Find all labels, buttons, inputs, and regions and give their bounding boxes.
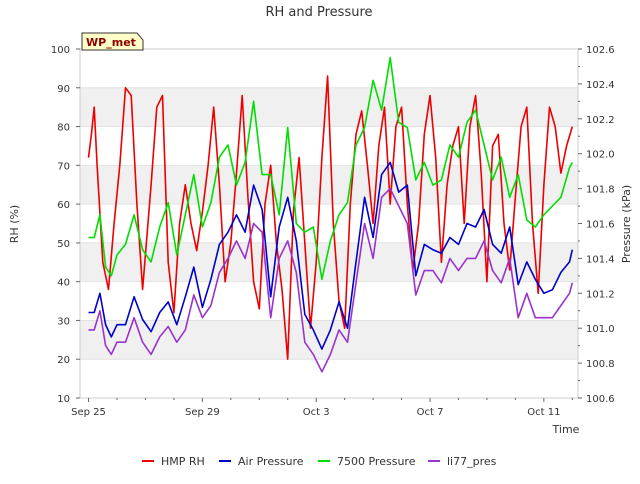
series-line-1 [87,75,574,361]
y-tick-label: 60 [57,200,70,211]
legend-item-1: HMP RH [142,455,205,468]
y-axis-right: 100.6 100.8 101.0 101.2 101.4 101.6 101.8 102.0… [578,45,615,405]
y-tick-label: 50 [57,239,70,250]
x-tick-label: Oct 11 [527,407,560,418]
y-right-tick-label: 101.8 [586,185,615,196]
y-right-tick-label: 101.2 [586,289,615,300]
y-tick-label: 90 [57,84,70,95]
series-line-2 [88,161,574,350]
y-right-tick-label: 100.6 [586,394,615,405]
legend-item-2: Air Pressure [219,455,304,468]
y-right-tick-label: 102.0 [586,150,615,161]
legend-item-3: 7500 Pressure [318,455,416,468]
y-tick-label: 80 [57,123,70,134]
legend-label: HMP RH [161,455,205,468]
y-axis-left: 10 20 30 40 50 60 70 80 90 100 [51,45,80,405]
series-line-4 [88,187,574,373]
x-axis-label: Time [552,423,580,436]
series-line-3 [88,56,574,281]
y-tick-label: 10 [57,394,70,405]
y-tick-label: 70 [57,161,70,172]
y-right-tick-label: 102.6 [586,45,615,56]
x-tick-label: Sep 25 [71,407,106,418]
y-tick-label: 100 [51,45,70,56]
y-right-tick-label: 101.6 [586,220,615,231]
y-right-tick-label: 101.4 [586,254,615,265]
legend-label: 7500 Pressure [337,455,416,468]
series-layer [87,56,574,373]
y-axis-label-left: RH (%) [8,205,21,243]
x-tick-label: Oct 3 [303,407,330,418]
y-right-tick-label: 101.0 [586,324,615,335]
y-tick-label: 30 [57,316,70,327]
legend: HMP RH Air Pressure 7500 Pressure li77_pres [142,455,497,468]
x-axis: Sep 25 Sep 29 Oct 3 Oct 7 Oct 11 [71,398,573,418]
legend-item-4: li77_pres [428,455,497,468]
x-tick-label: Sep 29 [185,407,220,418]
grid-band [80,320,578,360]
x-tick-label: Oct 7 [417,407,444,418]
y-axis-label-right: Pressure (kPa) [620,185,633,263]
y-right-tick-label: 100.8 [586,359,615,370]
y-right-tick-label: 102.4 [586,80,615,91]
station-badge-label: WP_met [86,36,136,49]
y-tick-label: 20 [57,355,70,366]
station-badge: WP_met [81,32,144,51]
y-tick-label: 40 [57,278,70,289]
legend-label: li77_pres [447,455,497,468]
y-right-tick-label: 102.2 [586,115,615,126]
grid-band [80,165,578,205]
chart-title: RH and Pressure [265,5,372,20]
station-badge-shape [81,32,144,51]
legend-label: Air Pressure [238,455,304,468]
